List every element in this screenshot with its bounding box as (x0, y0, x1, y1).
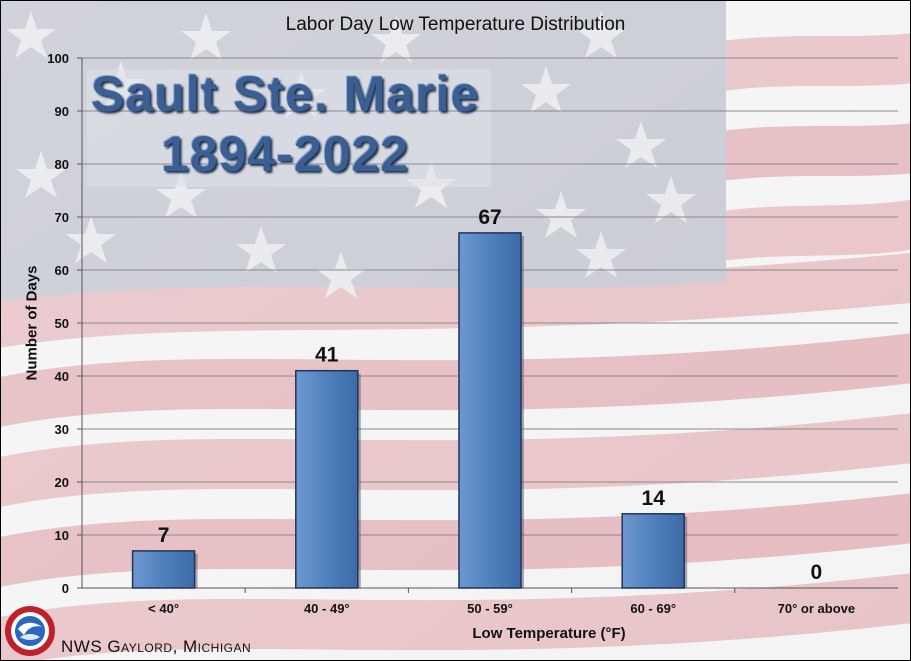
y-tick-label: 80 (55, 157, 69, 172)
y-tick-label: 60 (55, 263, 69, 278)
y-axis-label: Number of Days (23, 265, 41, 381)
data-label: 14 (642, 487, 666, 510)
city-name: Sault Ste. Marie (91, 66, 480, 122)
y-tick-label: 30 (55, 422, 69, 437)
x-tick-label: < 40° (148, 601, 179, 616)
y-tick-label: 0 (62, 581, 69, 596)
data-label: 41 (315, 344, 339, 367)
x-tick-label: 60 - 69° (630, 601, 676, 616)
nws-logo (5, 606, 55, 656)
y-tick-label: 50 (55, 316, 69, 331)
x-tick-label: 50 - 59° (467, 601, 513, 616)
y-tick-label: 100 (47, 51, 69, 66)
y-tick-label: 40 (55, 369, 69, 384)
data-label: 0 (811, 561, 823, 584)
data-label: 7 (158, 524, 170, 547)
bar (131, 550, 196, 589)
x-tick-label: 40 - 49° (304, 601, 350, 616)
x-axis-label: Low Temperature (°F) (472, 625, 626, 642)
chart-title: Labor Day Low Temperature Distribution (285, 14, 626, 35)
y-tick-label: 90 (55, 104, 69, 119)
bar (621, 513, 685, 589)
bar (295, 369, 359, 589)
y-tick-label: 10 (55, 528, 69, 543)
bar (458, 232, 522, 589)
x-tick-label: 70° or above (778, 601, 855, 616)
y-tick-label: 20 (55, 475, 69, 490)
year-range: 1894-2022 (161, 126, 410, 182)
footer-credit: NWS Gaylord, Michigan (61, 637, 252, 656)
data-label: 67 (478, 206, 501, 229)
y-tick-label: 70 (55, 210, 69, 225)
